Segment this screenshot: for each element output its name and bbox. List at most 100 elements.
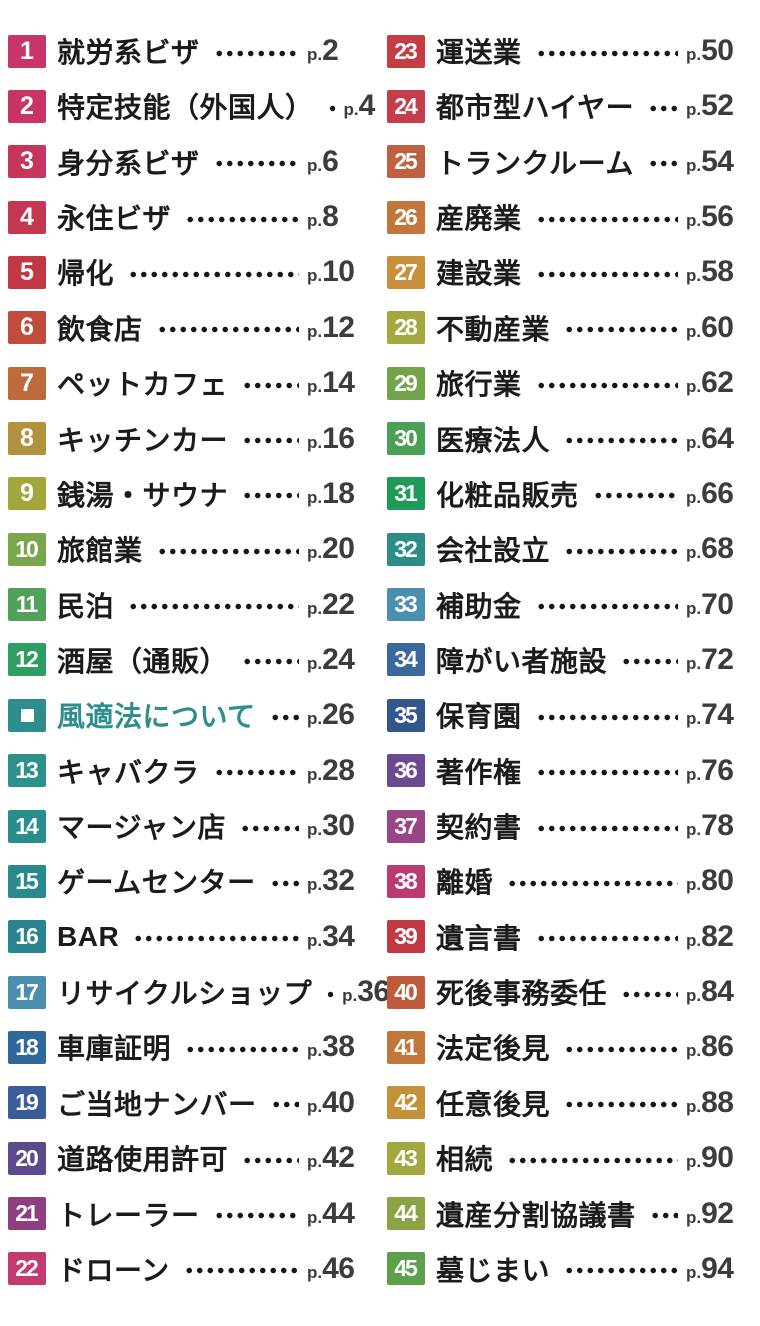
dot-leader bbox=[533, 270, 678, 278]
page-number: 46 bbox=[322, 1251, 355, 1285]
item-page: p. 58 bbox=[686, 255, 752, 289]
page-prefix: p. bbox=[686, 1041, 702, 1061]
dot-leader bbox=[562, 1101, 678, 1109]
dot-leader bbox=[562, 326, 678, 334]
toc-row: 40 死後事務委任 p. 84 bbox=[387, 975, 752, 1009]
item-page: p. 20 bbox=[307, 532, 373, 566]
item-number-badge: 2 bbox=[8, 89, 46, 123]
dot-leader bbox=[268, 1101, 299, 1109]
item-title: 遺産分割協議書 bbox=[436, 1199, 636, 1231]
item-title: 銭湯・サウナ bbox=[57, 479, 229, 511]
toc-row: 32 会社設立 p. 68 bbox=[387, 532, 752, 566]
item-number-badge: 4 bbox=[8, 200, 46, 234]
page-prefix: p. bbox=[686, 377, 702, 397]
page-prefix: p. bbox=[686, 709, 702, 729]
toc-row: 風適法について p. 26 bbox=[8, 698, 373, 732]
toc-row: 20 道路使用許可 p. 42 bbox=[8, 1141, 373, 1175]
page-number: 28 bbox=[322, 753, 355, 787]
item-page: p. 84 bbox=[686, 975, 752, 1009]
page-prefix: p. bbox=[307, 1096, 323, 1116]
item-number-badge bbox=[8, 698, 46, 732]
page-number: 90 bbox=[701, 1141, 734, 1175]
item-title: 契約書 bbox=[436, 812, 522, 844]
item-title: 産廃業 bbox=[436, 203, 522, 235]
dot-leader bbox=[645, 160, 678, 168]
item-page: p. 92 bbox=[686, 1197, 752, 1231]
item-page: p. 70 bbox=[686, 588, 752, 622]
item-number-badge: 5 bbox=[8, 255, 46, 289]
item-page: p. 28 bbox=[307, 754, 373, 788]
item-page: p. 56 bbox=[686, 200, 752, 234]
page-number: 70 bbox=[701, 587, 734, 621]
dot-leader bbox=[238, 824, 299, 832]
item-page: p. 40 bbox=[307, 1086, 373, 1120]
item-number-badge: 10 bbox=[8, 532, 46, 566]
page-number: 76 bbox=[701, 753, 734, 787]
item-number-badge: 20 bbox=[8, 1141, 46, 1175]
page-prefix: p. bbox=[686, 321, 702, 341]
dot-leader bbox=[562, 437, 678, 445]
page-number: 10 bbox=[322, 255, 355, 289]
page-prefix: p. bbox=[686, 155, 702, 175]
page-number: 86 bbox=[701, 1030, 734, 1064]
item-title: 著作権 bbox=[436, 756, 522, 788]
page-number: 32 bbox=[322, 864, 355, 898]
dot-leader bbox=[533, 49, 678, 57]
toc-row: 15 ゲームセンター p. 32 bbox=[8, 864, 373, 898]
page-prefix: p. bbox=[686, 432, 702, 452]
page-number: 12 bbox=[322, 310, 355, 344]
item-number-badge: 23 bbox=[387, 34, 425, 68]
item-page: p. 80 bbox=[686, 864, 752, 898]
item-title: 旅館業 bbox=[57, 535, 143, 567]
page-prefix: p. bbox=[686, 598, 702, 618]
toc-column-right: 23 運送業 p. 50 24 都市型ハイヤー p. 52 25 トランクルーム p… bbox=[387, 34, 752, 1286]
item-number-badge: 27 bbox=[387, 255, 425, 289]
toc-row: 17 リサイクルショップ p. 36 bbox=[8, 975, 390, 1009]
dot-leader bbox=[590, 492, 678, 500]
page-prefix: p. bbox=[686, 1207, 702, 1227]
item-title: 化粧品販売 bbox=[436, 479, 579, 511]
item-page: p. 82 bbox=[686, 920, 752, 954]
dot-leader bbox=[240, 658, 299, 666]
page-number: 38 bbox=[322, 1030, 355, 1064]
toc-row: 29 旅行業 p. 62 bbox=[387, 366, 752, 400]
toc-row: 45 墓じまい p. 94 bbox=[387, 1252, 752, 1286]
page-number: 42 bbox=[322, 1141, 355, 1175]
item-number-badge: 35 bbox=[387, 698, 425, 732]
item-number-badge: 25 bbox=[387, 145, 425, 179]
item-title: 医療法人 bbox=[436, 424, 551, 456]
dot-leader bbox=[646, 104, 678, 112]
item-page: p. 74 bbox=[686, 698, 752, 732]
dot-leader bbox=[533, 215, 678, 223]
item-number-badge: 45 bbox=[387, 1252, 425, 1286]
item-number-badge: 1 bbox=[8, 34, 46, 68]
toc-row: 11 民泊 p. 22 bbox=[8, 588, 373, 622]
page-number: 8 bbox=[322, 200, 339, 234]
page-number: 2 bbox=[322, 34, 339, 67]
item-number-badge: 11 bbox=[8, 588, 46, 622]
page-prefix: p. bbox=[307, 1262, 323, 1282]
item-page: p. 30 bbox=[307, 809, 373, 843]
item-page: p. 76 bbox=[686, 754, 752, 788]
page-prefix: p. bbox=[686, 986, 702, 1006]
item-number-badge: 17 bbox=[8, 975, 46, 1009]
dot-leader bbox=[211, 1212, 299, 1220]
dot-leader bbox=[126, 270, 299, 278]
item-title: 永住ビザ bbox=[57, 203, 172, 235]
page-prefix: p. bbox=[686, 543, 702, 563]
toc-row: 13 キャバクラ p. 28 bbox=[8, 754, 373, 788]
page-number: 62 bbox=[701, 366, 734, 400]
item-number-badge: 19 bbox=[8, 1086, 46, 1120]
page-number: 94 bbox=[701, 1251, 734, 1285]
page-prefix: p. bbox=[307, 211, 323, 231]
toc-row: 26 産廃業 p. 56 bbox=[387, 200, 752, 234]
item-page: p. 60 bbox=[686, 311, 752, 345]
dot-leader bbox=[647, 1212, 678, 1220]
page-number: 80 bbox=[701, 864, 734, 898]
item-page: p. 34 bbox=[307, 920, 373, 954]
toc-column-left: 1 就労系ビザ p. 2 2 特定技能（外国人） p. 4 3 身分系ビザ p. 6 … bbox=[8, 34, 390, 1286]
page-prefix: p. bbox=[307, 1041, 323, 1061]
item-page: p. 90 bbox=[686, 1141, 752, 1175]
item-page: p. 12 bbox=[307, 311, 373, 345]
item-title: ドローン bbox=[57, 1254, 170, 1286]
